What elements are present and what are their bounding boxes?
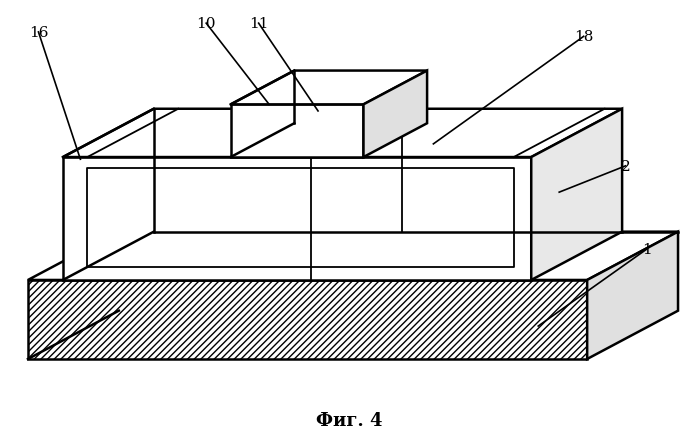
Text: 2: 2 — [621, 159, 630, 173]
Polygon shape — [63, 110, 622, 158]
Text: 16: 16 — [29, 26, 48, 40]
Text: 11: 11 — [249, 17, 268, 31]
Text: 10: 10 — [196, 17, 216, 31]
Text: Фиг. 4: Фиг. 4 — [316, 411, 383, 430]
Polygon shape — [28, 232, 678, 280]
Text: 18: 18 — [574, 30, 593, 44]
Polygon shape — [231, 71, 427, 105]
Polygon shape — [531, 110, 622, 280]
Polygon shape — [363, 71, 427, 158]
Polygon shape — [28, 280, 587, 359]
Polygon shape — [63, 158, 531, 280]
Text: 1: 1 — [642, 243, 651, 257]
Polygon shape — [587, 232, 678, 359]
Polygon shape — [231, 105, 363, 158]
